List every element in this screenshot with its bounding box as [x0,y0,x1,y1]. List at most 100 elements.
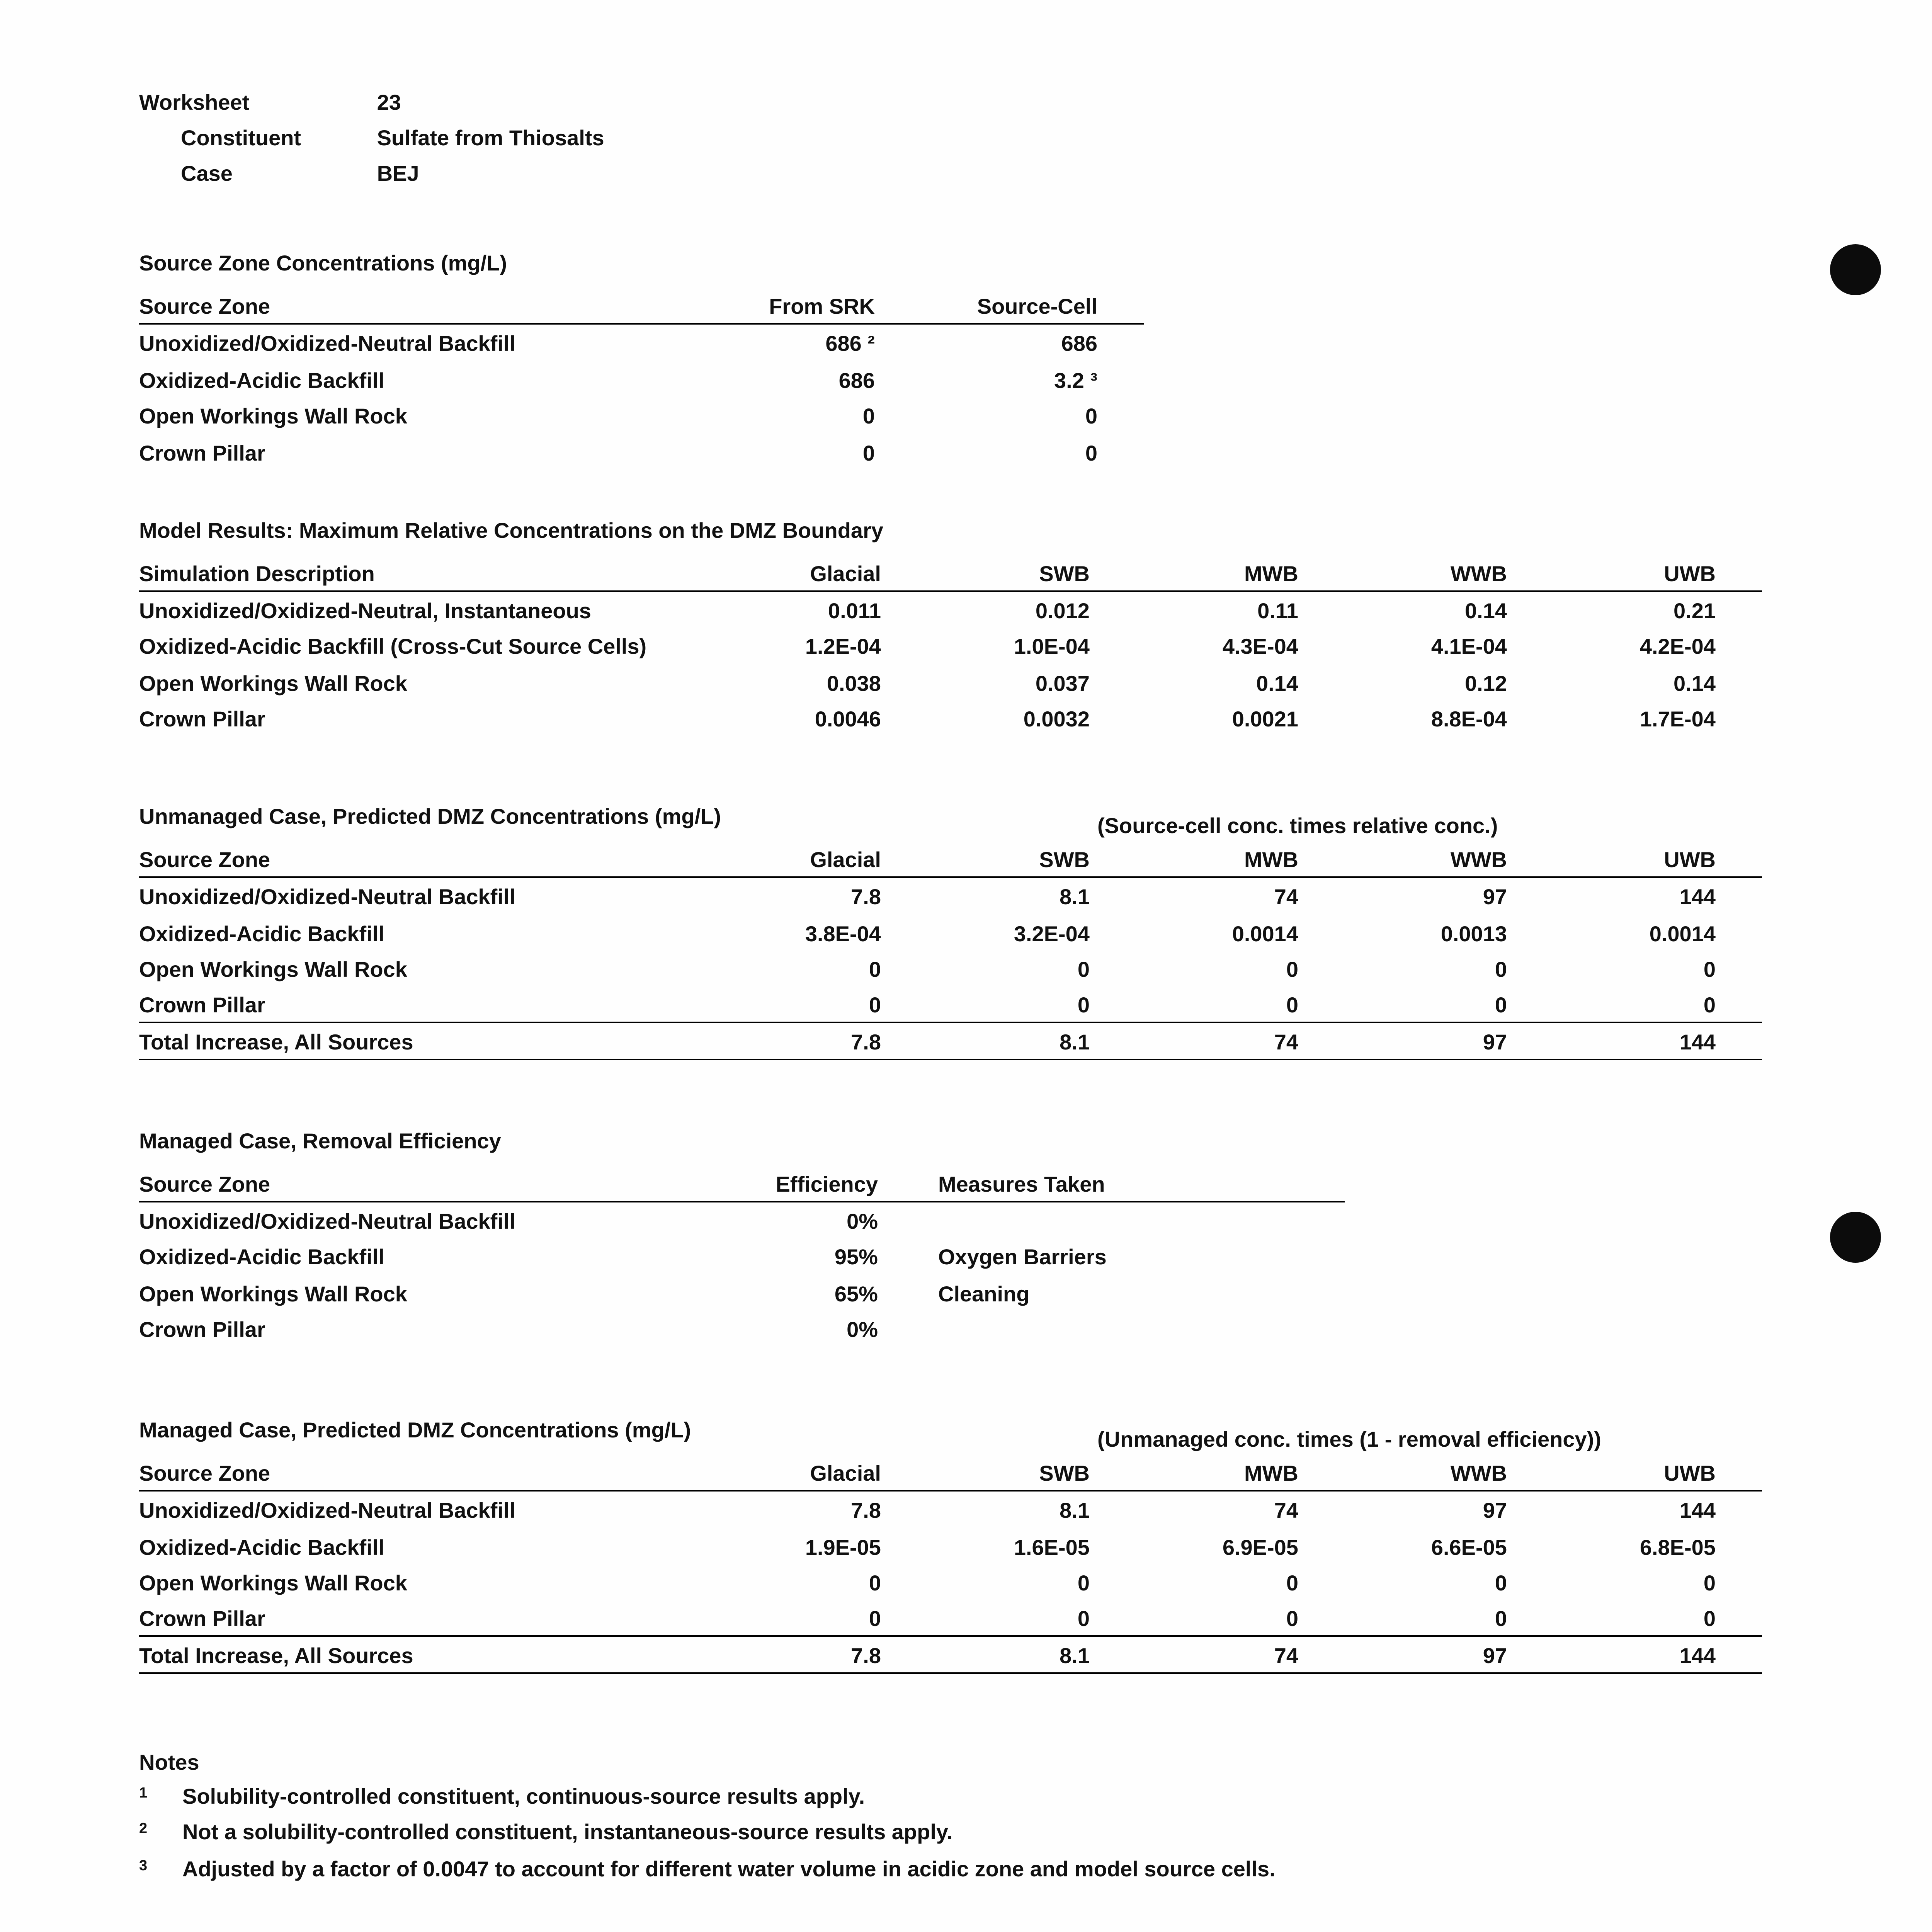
section-title-note: (Source-cell conc. times relative conc.) [1097,813,1498,838]
cell: 0% [847,1208,878,1233]
column-header: Glacial [719,554,927,591]
page-content: Worksheet 23 Constituent Sulfate from Th… [139,85,1777,1887]
cell: 0 [1286,992,1298,1017]
note-marker: 1 [139,1784,148,1801]
cell: 7.8 [719,1635,927,1673]
column-header: MWB [1136,841,1345,878]
column-header: WWB [1345,554,1553,591]
column-header: MWB [1136,554,1345,591]
cell: 0 [1077,1606,1090,1631]
cell: 0.038 [827,670,881,695]
cell: 0 [1077,1570,1090,1595]
cell: 97 [1345,1022,1553,1060]
column-header: Source Zone [139,1454,719,1492]
row-label: Crown Pillar [139,706,265,731]
cell: 8.1 [1060,1498,1090,1522]
total-row: Total Increase, All Sources 7.8 8.1 74 97 144 [139,1022,1762,1060]
cell: 144 [1553,1635,1762,1673]
table-row: Oxidized-Acidic Backfill 95% Oxygen Barrie… [139,1237,1345,1274]
row-label: Crown Pillar [139,1606,265,1631]
cell: 4.1E-04 [1431,634,1507,658]
table-row: Oxidized-Acidic Backfill 3.8E-04 3.2E-04 0.… [139,913,1762,950]
case-row: Case BEJ [139,156,1777,192]
table-row: Unoxidized/Oxidized-Neutral Backfill 7.8 8… [139,1491,1762,1527]
header-row: Source Zone Glacial SWB MWB WWB UWB [139,841,1762,878]
note-item: 3 Adjusted by a factor of 0.0047 to acco… [139,1851,1777,1887]
cell: 686 [1061,331,1097,355]
row-label: Unoxidized/Oxidized-Neutral Backfill [139,1208,515,1233]
header-row: Source Zone Glacial SWB MWB WWB UWB [139,1454,1762,1492]
worksheet-row: Worksheet 23 [139,85,1777,121]
cell: 3.2E-04 [1014,920,1090,945]
total-row: Total Increase, All Sources 7.8 8.1 74 97 144 [139,1635,1762,1673]
cell: 0% [847,1317,878,1342]
cell: 6.6E-05 [1431,1534,1507,1559]
cell: 97 [1483,884,1507,909]
note-item: 2 Not a solubility-controlled constituen… [139,1815,1777,1851]
table-row: Oxidized-Acidic Backfill 686 3.2 ³ [139,360,1144,396]
note-text: Solubility-controlled constituent, conti… [182,1783,865,1808]
cell: 686 ² [825,331,875,355]
cell: 4.3E-04 [1222,634,1298,658]
column-header: Source-Cell [881,287,1144,325]
row-label: Total Increase, All Sources [139,1022,719,1060]
column-header: UWB [1553,554,1762,591]
cell: 0.0021 [1232,706,1298,731]
section-notes: Notes 1 Solubility-controlled constituen… [139,1744,1777,1887]
cell: 0.011 [828,597,881,622]
note-item: 1 Solubility-controlled constituent, con… [139,1778,1777,1815]
section-model-results: Model Results: Maximum Relative Concentr… [139,517,1777,736]
note-marker: 3 [139,1857,148,1874]
column-header: From SRK [734,287,881,325]
row-label: Oxidized-Acidic Backfill [139,1534,384,1559]
cell: 74 [1136,1635,1345,1673]
column-header: UWB [1553,841,1762,878]
table-row: Open Workings Wall Rock 0 0 [139,396,1144,433]
section-title: Model Results: Maximum Relative Concentr… [139,517,884,542]
cell: 4.2E-04 [1639,634,1716,658]
row-label: Open Workings Wall Rock [139,403,407,428]
section-managed-removal-efficiency: Managed Case, Removal Efficiency Source … [139,1128,1777,1346]
row-label: Open Workings Wall Rock [139,1281,407,1305]
cell: 1.7E-04 [1639,706,1716,731]
column-header: Measures Taken [881,1165,1345,1202]
section-managed-case: Managed Case, Predicted DMZ Concentratio… [139,1417,1777,1673]
row-label: Oxidized-Acidic Backfill [139,920,384,945]
cell: 74 [1274,884,1298,909]
cell [881,1310,1345,1346]
table-row: Unoxidized/Oxidized-Neutral Backfill 7.8 8… [139,877,1762,913]
cell: 0 [1286,1606,1298,1631]
unmanaged-dmz-concentrations-table: Source Zone Glacial SWB MWB WWB UWB Unoxidized… [139,841,1762,1060]
cell: 1.6E-05 [1014,1534,1090,1559]
cell: 0 [1085,403,1097,428]
cell: 0 [1703,1606,1716,1631]
table-row: Unoxidized/Oxidized-Neutral Backfill 686 … [139,324,1144,360]
section-unmanaged-case: Unmanaged Case, Predicted DMZ Concentrat… [139,804,1777,1060]
cell: 74 [1136,1022,1345,1060]
cell: 144 [1679,884,1716,909]
table-row: Open Workings Wall Rock 65% Cleaning [139,1274,1345,1310]
constituent-label: Constituent [181,125,301,150]
column-header: SWB [927,841,1136,878]
row-label: Open Workings Wall Rock [139,957,407,981]
column-header: Simulation Description [139,554,719,591]
section-title: Source Zone Concentrations (mg/L) [139,250,507,275]
column-header: SWB [927,554,1136,591]
row-label: Crown Pillar [139,992,265,1017]
cell: 0 [869,1606,881,1631]
table-row: Open Workings Wall Rock 0 0 0 0 0 [139,1563,1762,1600]
managed-dmz-concentrations-table: Source Zone Glacial SWB MWB WWB UWB Unoxidized… [139,1454,1762,1673]
cell: 0 [1286,957,1298,981]
cell: 8.1 [927,1635,1136,1673]
cell: 8.1 [1060,884,1090,909]
cell: 7.8 [719,1022,927,1060]
constituent-value: Sulfate from Thiosalts [377,125,604,150]
cell: 0 [869,957,881,981]
row-label: Unoxidized/Oxidized-Neutral Backfill [139,331,515,355]
note-text: Adjusted by a factor of 0.0047 to accoun… [182,1855,1276,1880]
cell: 0 [1703,992,1716,1017]
cell: 0.0046 [815,706,881,731]
managed-removal-efficiency-table: Source Zone Efficiency Measures Taken Unoxi… [139,1165,1345,1346]
table-row: Crown Pillar 0 0 0 0 0 [139,986,1762,1022]
